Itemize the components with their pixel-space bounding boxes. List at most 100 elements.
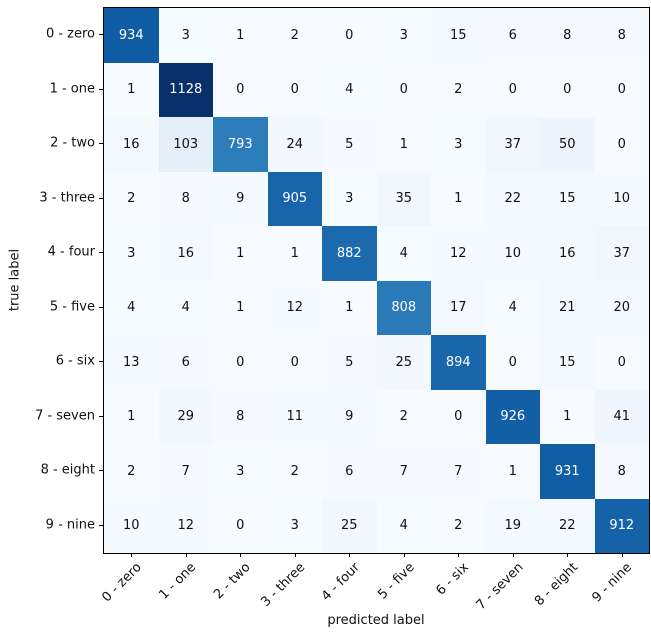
x-tick-mark-5 bbox=[403, 553, 405, 557]
matrix-cell-2-3: 24 bbox=[267, 117, 322, 172]
matrix-cell-8-6: 7 bbox=[431, 444, 486, 499]
matrix-cell-7-7: 926 bbox=[485, 389, 540, 444]
matrix-cell-3-9: 10 bbox=[594, 171, 649, 226]
matrix-cell-2-6: 3 bbox=[431, 117, 486, 172]
y-tick-label-5: 5 - five bbox=[49, 299, 95, 315]
matrix-cell-9-2: 0 bbox=[213, 498, 268, 553]
matrix-cell-9-0: 10 bbox=[104, 498, 159, 553]
x-axis-title: predicted label bbox=[327, 613, 425, 628]
matrix-cell-9-7: 19 bbox=[485, 498, 540, 553]
matrix-cell-9-4: 25 bbox=[322, 498, 377, 553]
y-tick-mark-4 bbox=[99, 252, 103, 254]
x-tick-label-3: 3 - three bbox=[258, 560, 309, 610]
matrix-cell-5-0: 4 bbox=[104, 280, 159, 335]
matrix-cell-6-9: 0 bbox=[594, 335, 649, 390]
matrix-cell-8-9: 8 bbox=[594, 444, 649, 499]
matrix-cell-2-7: 37 bbox=[485, 117, 540, 172]
x-tick-mark-0 bbox=[131, 553, 133, 557]
matrix-cell-5-6: 17 bbox=[431, 280, 486, 335]
y-tick-mark-9 bbox=[99, 524, 103, 526]
y-tick-mark-2 bbox=[99, 143, 103, 145]
matrix-cell-1-3: 0 bbox=[267, 62, 322, 117]
y-tick-mark-8 bbox=[99, 470, 103, 472]
y-tick-mark-3 bbox=[99, 197, 103, 199]
y-tick-label-2: 2 - two bbox=[50, 135, 95, 151]
y-tick-mark-0 bbox=[99, 34, 103, 36]
matrix-cell-5-5: 808 bbox=[376, 280, 431, 335]
y-tick-label-6: 6 - six bbox=[55, 353, 95, 369]
x-tick-mark-9 bbox=[621, 553, 623, 557]
matrix-cell-7-0: 1 bbox=[104, 389, 159, 444]
matrix-cell-6-8: 15 bbox=[540, 335, 595, 390]
matrix-cell-1-4: 4 bbox=[322, 62, 377, 117]
matrix-cell-1-1: 1128 bbox=[158, 62, 213, 117]
matrix-cell-0-6: 15 bbox=[431, 8, 486, 63]
matrix-cell-4-3: 1 bbox=[267, 226, 322, 281]
matrix-cell-3-7: 22 bbox=[485, 171, 540, 226]
matrix-cell-7-8: 1 bbox=[540, 389, 595, 444]
matrix-cell-0-9: 8 bbox=[594, 8, 649, 63]
matrix-cell-4-0: 3 bbox=[104, 226, 159, 281]
matrix-cell-8-8: 931 bbox=[540, 444, 595, 499]
matrix-cell-2-0: 16 bbox=[104, 117, 159, 172]
matrix-cell-2-5: 1 bbox=[376, 117, 431, 172]
matrix-cell-4-7: 10 bbox=[485, 226, 540, 281]
matrix-cell-1-9: 0 bbox=[594, 62, 649, 117]
matrix-cell-6-5: 25 bbox=[376, 335, 431, 390]
matrix-cell-2-8: 50 bbox=[540, 117, 595, 172]
matrix-cell-8-1: 7 bbox=[158, 444, 213, 499]
x-tick-mark-6 bbox=[458, 553, 460, 557]
matrix-cell-5-1: 4 bbox=[158, 280, 213, 335]
matrix-cell-0-3: 2 bbox=[267, 8, 322, 63]
matrix-cell-8-4: 6 bbox=[322, 444, 377, 499]
matrix-cell-3-2: 9 bbox=[213, 171, 268, 226]
y-tick-mark-5 bbox=[99, 306, 103, 308]
matrix-cell-6-7: 0 bbox=[485, 335, 540, 390]
matrix-cell-7-6: 0 bbox=[431, 389, 486, 444]
matrix-cell-9-8: 22 bbox=[540, 498, 595, 553]
matrix-cell-8-2: 3 bbox=[213, 444, 268, 499]
matrix-cell-7-4: 9 bbox=[322, 389, 377, 444]
matrix-cell-1-6: 2 bbox=[431, 62, 486, 117]
matrix-cell-3-4: 3 bbox=[322, 171, 377, 226]
x-tick-mark-1 bbox=[185, 553, 187, 557]
x-tick-label-6: 6 - six bbox=[433, 560, 472, 599]
y-tick-label-4: 4 - four bbox=[47, 244, 95, 260]
x-tick-label-4: 4 - four bbox=[318, 560, 363, 605]
matrix-cell-3-5: 35 bbox=[376, 171, 431, 226]
matrix-cell-9-6: 2 bbox=[431, 498, 486, 553]
matrix-cell-9-5: 4 bbox=[376, 498, 431, 553]
y-tick-label-3: 3 - three bbox=[39, 190, 95, 206]
matrix-cell-1-8: 0 bbox=[540, 62, 595, 117]
matrix-cell-9-3: 3 bbox=[267, 498, 322, 553]
matrix-cell-6-3: 0 bbox=[267, 335, 322, 390]
matrix-cell-7-1: 29 bbox=[158, 389, 213, 444]
matrix-cell-0-8: 8 bbox=[540, 8, 595, 63]
matrix-cell-4-9: 37 bbox=[594, 226, 649, 281]
matrix-cell-0-4: 0 bbox=[322, 8, 377, 63]
matrix-cell-7-3: 11 bbox=[267, 389, 322, 444]
y-tick-label-8: 8 - eight bbox=[40, 462, 95, 478]
matrix-cell-6-4: 5 bbox=[322, 335, 377, 390]
matrix-cell-2-1: 103 bbox=[158, 117, 213, 172]
matrix-cell-8-3: 2 bbox=[267, 444, 322, 499]
x-tick-mark-8 bbox=[567, 553, 569, 557]
x-tick-label-2: 2 - two bbox=[211, 560, 254, 603]
matrix-cell-4-4: 882 bbox=[322, 226, 377, 281]
matrix-cell-3-1: 8 bbox=[158, 171, 213, 226]
x-tick-label-7: 7 - seven bbox=[473, 560, 527, 613]
matrix-cell-4-1: 16 bbox=[158, 226, 213, 281]
x-tick-label-9: 9 - nine bbox=[589, 560, 636, 606]
matrix-cell-5-7: 4 bbox=[485, 280, 540, 335]
matrix-cell-4-8: 16 bbox=[540, 226, 595, 281]
matrix-cell-8-0: 2 bbox=[104, 444, 159, 499]
matrix-cell-0-2: 1 bbox=[213, 8, 268, 63]
matrix-cell-1-2: 0 bbox=[213, 62, 268, 117]
y-tick-mark-1 bbox=[99, 88, 103, 90]
matrix-cell-3-3: 905 bbox=[267, 171, 322, 226]
x-tick-label-8: 8 - eight bbox=[531, 560, 581, 610]
x-tick-label-0: 0 - zero bbox=[99, 560, 145, 606]
matrix-cell-3-6: 1 bbox=[431, 171, 486, 226]
matrix-cell-1-5: 0 bbox=[376, 62, 431, 117]
